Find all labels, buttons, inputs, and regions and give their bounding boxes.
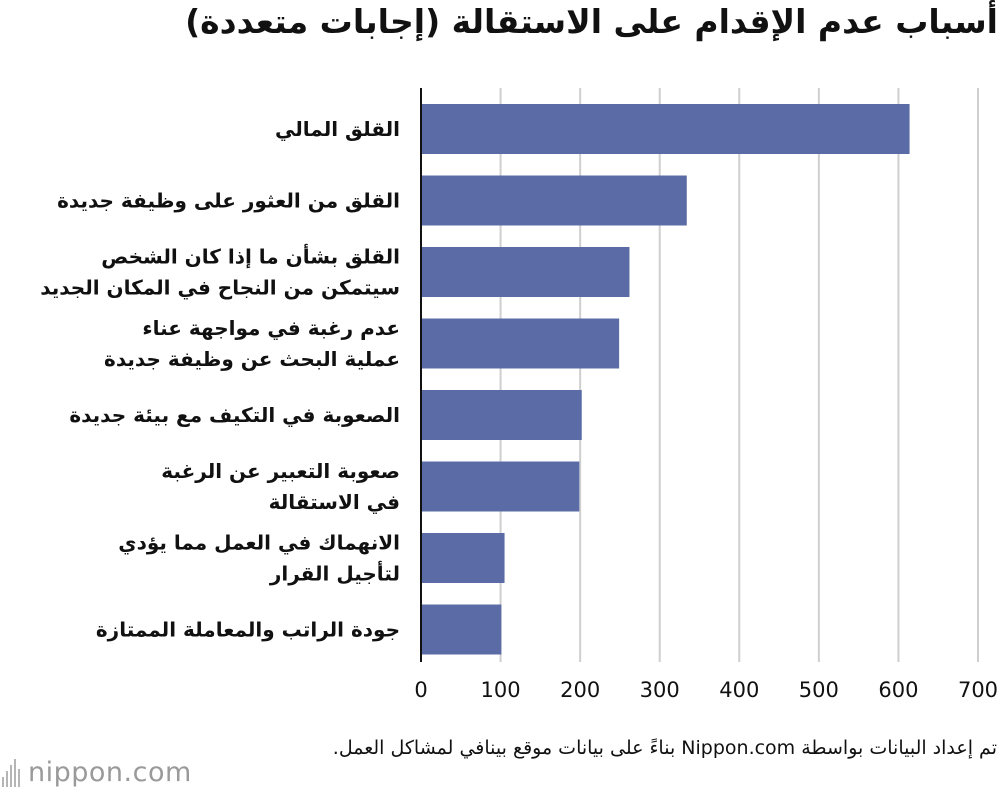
category-label: القلق من العثور على وظيفة جديدة: [57, 189, 400, 213]
category-label: جودة الراتب والمعاملة الممتازة: [96, 618, 400, 642]
category-label: القلق المالي: [275, 117, 400, 142]
bar: [421, 604, 502, 655]
bar: [421, 461, 580, 512]
nippon-logo: nippon.com: [2, 752, 192, 792]
bars: [421, 104, 910, 655]
bar: [421, 318, 620, 369]
bar: [421, 533, 505, 583]
category-label: عدم رغبة في مواجهة عناء عملية البحث عن وظ…: [104, 316, 400, 371]
x-tick-label: 700: [958, 678, 998, 702]
bar: [421, 175, 687, 226]
x-tick-label: 300: [640, 678, 680, 702]
bar: [421, 390, 582, 440]
nippon-bars-icon: [2, 757, 22, 787]
x-tick-label: 600: [878, 678, 918, 702]
category-label: الصعوبة في التكيف مع بيئة جديدة: [69, 403, 400, 428]
category-label: الانهماك في العمل مما يؤدي لتأجيل القرار: [118, 531, 400, 586]
x-tick-label: 400: [719, 678, 759, 702]
category-labels: القلق المالي القلق من العثور على وظيفة جد…: [40, 117, 400, 642]
category-label: القلق بشأن ما إذا كان الشخص سيتمكن من الن…: [40, 243, 400, 301]
x-tick-label: 0: [414, 678, 427, 702]
gridlines: [499, 88, 979, 662]
x-tick-labels: 0 100 200 300 400 500 600 700: [414, 678, 998, 702]
x-tick-label: 500: [799, 678, 839, 702]
category-label: صعوبة التعبير عن الرغبة في الاستقالة: [161, 459, 400, 515]
bar: [421, 247, 630, 297]
x-tick-label: 100: [481, 678, 521, 702]
source-note: تم إعداد البيانات بواسطة Nippon.com بناء…: [332, 737, 997, 759]
chart-title: أسباب عدم الإقدام على الاستقالة (إجابات …: [185, 2, 998, 41]
bar: [421, 104, 910, 154]
bar-chart: القلق المالي القلق من العثور على وظيفة جد…: [40, 88, 998, 702]
logo-text: nippon.com: [28, 756, 192, 788]
x-tick-label: 200: [560, 678, 600, 702]
